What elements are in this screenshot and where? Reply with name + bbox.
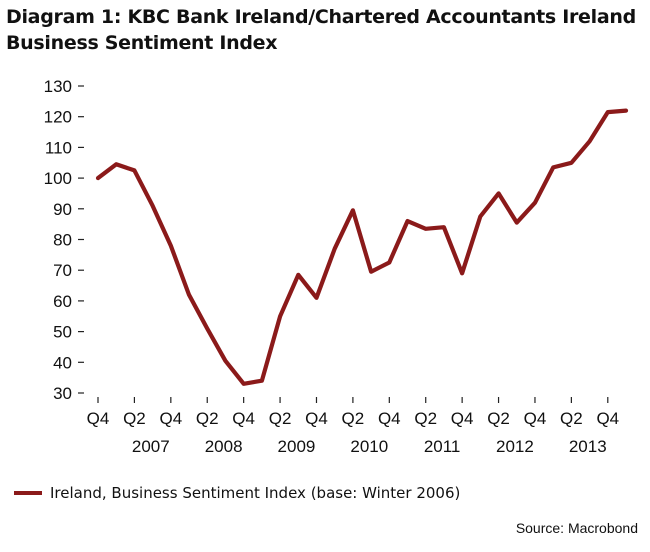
y-tick-label: 70 (53, 261, 72, 280)
x-tick-label: Q2 (196, 409, 219, 428)
y-tick-label: 60 (53, 292, 72, 311)
x-tick-label: Q2 (487, 409, 510, 428)
x-axis: Q4 Q2 Q4 Q2 Q4 Q2 Q4 Q2 Q4 Q2 Q4 Q2 Q4 Q2 Q4 2007 2008 20… (87, 397, 619, 456)
x-tick-label: Q2 (560, 409, 583, 428)
x-year-label: 2013 (569, 437, 607, 456)
y-tick-label: 110 (45, 138, 72, 157)
x-tick-label: Q4 (451, 409, 474, 428)
x-tick-label: Q2 (414, 409, 437, 428)
legend: Ireland, Business Sentiment Index (base:… (14, 480, 460, 506)
y-tick-label: 100 (44, 169, 72, 188)
series-layer (95, 108, 629, 386)
x-tick-label: Q4 (596, 409, 619, 428)
x-tick-label: Q4 (87, 409, 110, 428)
x-year-label: 2010 (350, 437, 388, 456)
legend-label: Ireland, Business Sentiment Index (base:… (50, 484, 461, 502)
x-tick-label: Q4 (305, 409, 328, 428)
x-tick-label: Q4 (378, 409, 401, 428)
y-tick-label: 40 (53, 353, 72, 372)
series-line (95, 108, 629, 386)
y-tick-label: 30 (53, 384, 72, 403)
x-tick-label: Q4 (524, 409, 547, 428)
y-tick-label: 80 (53, 231, 72, 250)
chart-title-line-1: Diagram 1: KBC Bank Ireland/Chartered Ac… (6, 6, 636, 28)
y-tick-label: 50 (53, 323, 72, 342)
chart-title-line-2: Business Sentiment Index (6, 32, 278, 54)
x-tick-label: Q2 (342, 409, 365, 428)
x-year-label: 2011 (424, 437, 461, 456)
x-year-label: 2012 (496, 437, 534, 456)
chart-title: Diagram 1: KBC Bank Ireland/Chartered Ac… (6, 4, 646, 56)
x-tick-label: Q2 (123, 409, 146, 428)
source-note: Source: Macrobond (515, 520, 638, 536)
y-tick-label: 130 (44, 77, 72, 96)
y-axis: 30 40 50 60 70 80 90 100 110 120 130 (44, 77, 84, 403)
x-year-label: 2008 (205, 437, 243, 456)
y-tick-label: 120 (44, 108, 72, 127)
x-year-label: 2009 (278, 437, 316, 456)
legend-swatch (14, 491, 42, 495)
x-year-label: 2007 (132, 437, 170, 456)
x-tick-label: Q4 (159, 409, 182, 428)
x-tick-label: Q4 (232, 409, 255, 428)
x-tick-label: Q2 (269, 409, 292, 428)
y-tick-label: 90 (53, 200, 72, 219)
